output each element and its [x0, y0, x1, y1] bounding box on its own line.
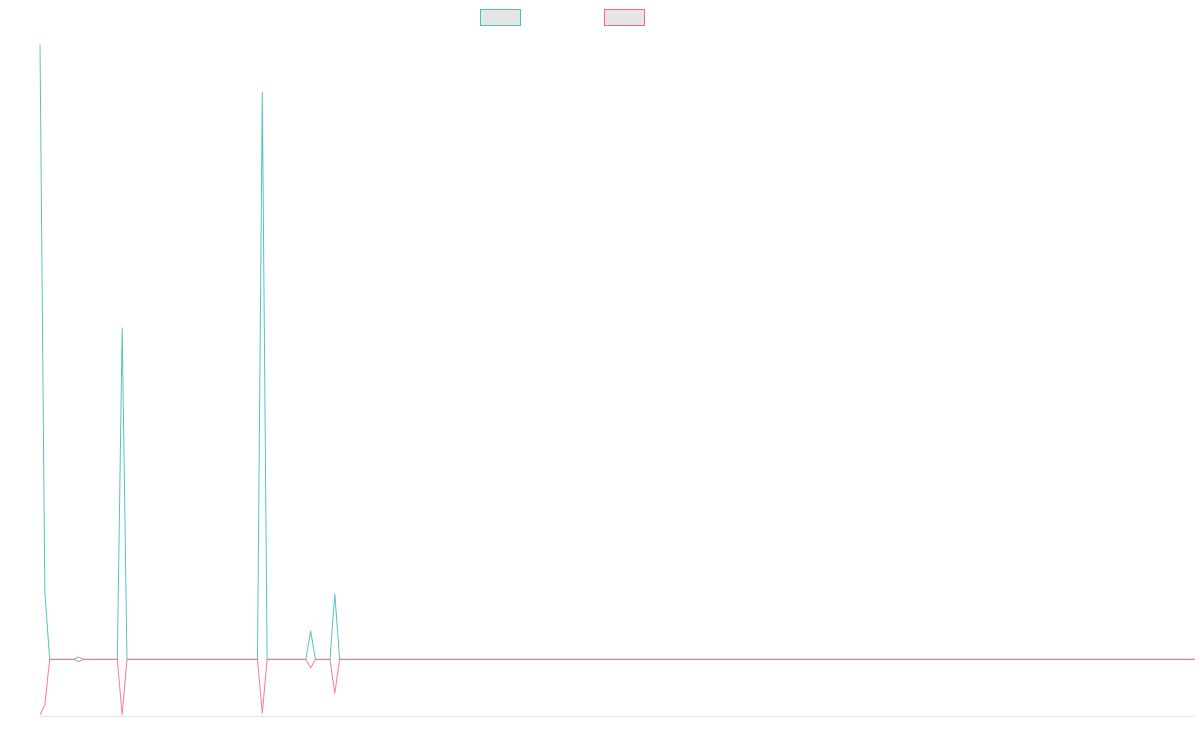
- series-line-1: [39, 44, 1195, 660]
- chart-legend: [480, 9, 645, 26]
- legend-swatch-1[interactable]: [480, 9, 521, 26]
- legend-swatch-2[interactable]: [604, 9, 645, 26]
- plot-area: [39, 44, 1195, 717]
- series-line-2: [39, 658, 1195, 716]
